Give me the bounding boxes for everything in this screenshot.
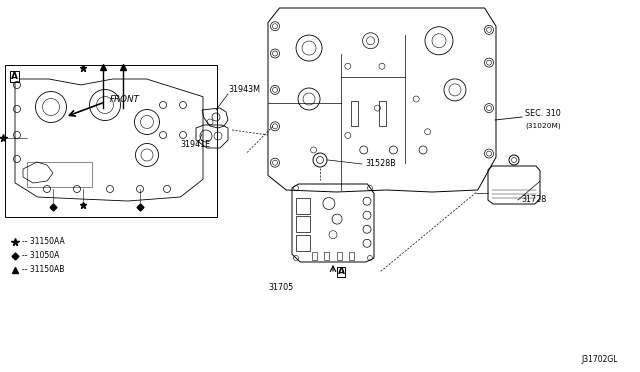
Text: -- 31050A: -- 31050A	[22, 251, 60, 260]
Bar	[312, 252, 317, 260]
Bar	[378, 101, 385, 126]
Bar	[324, 252, 329, 260]
Bar	[349, 252, 353, 260]
Bar	[27, 162, 92, 187]
Bar	[337, 252, 342, 260]
Bar	[296, 198, 310, 214]
Text: A: A	[337, 267, 344, 276]
Text: 31728: 31728	[521, 196, 547, 205]
Text: 31528B: 31528B	[365, 160, 396, 169]
Bar	[296, 235, 310, 251]
Text: -- 31150AA: -- 31150AA	[22, 237, 65, 247]
Text: (31020M): (31020M)	[525, 123, 561, 129]
Text: 31941E: 31941E	[180, 140, 210, 148]
Text: 31943M: 31943M	[228, 86, 260, 94]
Text: 31705: 31705	[268, 282, 293, 292]
Bar	[351, 101, 358, 126]
Text: A: A	[11, 72, 18, 81]
Text: SEC. 310: SEC. 310	[525, 109, 561, 119]
Bar	[5, 65, 217, 217]
Text: J31702GL: J31702GL	[582, 356, 618, 365]
Text: FRONT: FRONT	[110, 96, 140, 105]
Text: -- 31150AB: -- 31150AB	[22, 266, 65, 275]
Bar	[296, 217, 310, 232]
